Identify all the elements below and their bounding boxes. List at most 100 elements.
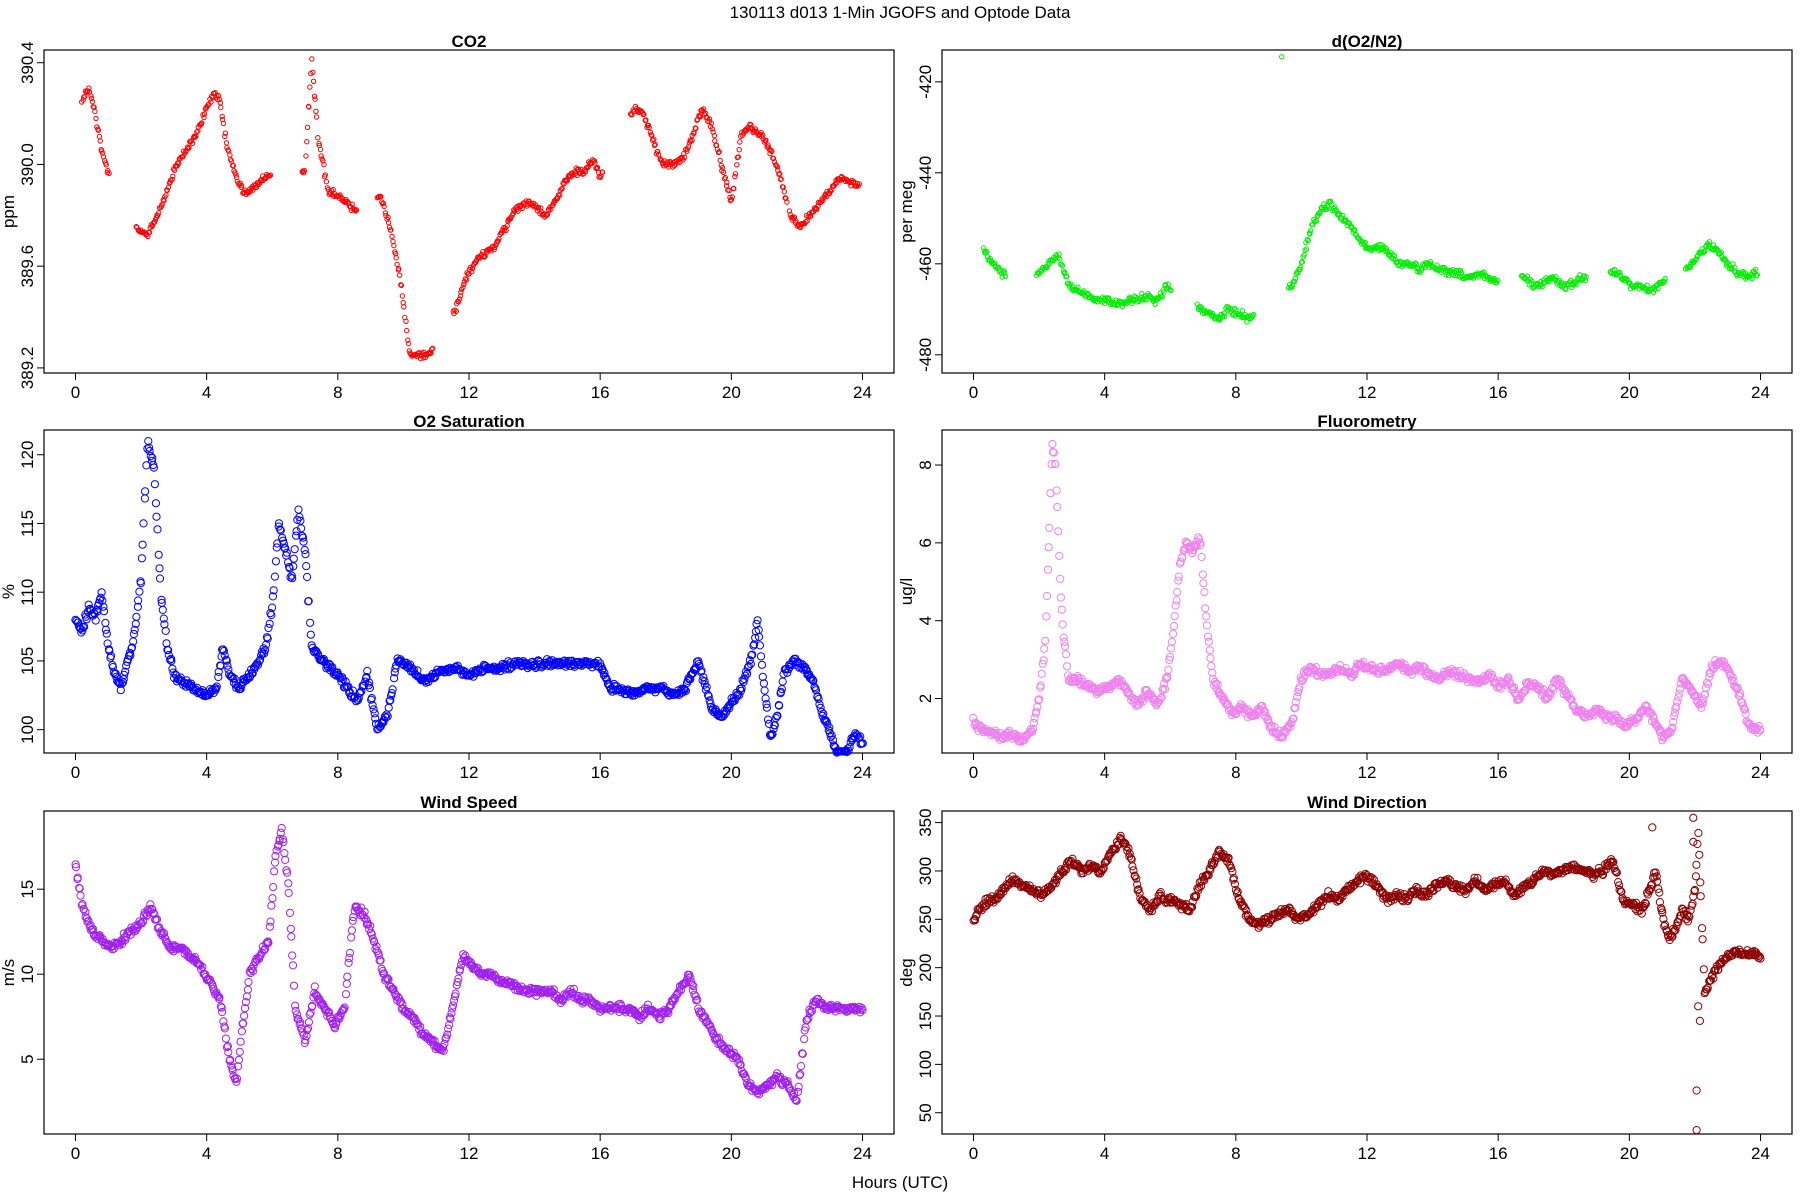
data-point: [753, 616, 762, 625]
data-point: [302, 562, 311, 571]
data-point: [1325, 204, 1331, 210]
data-point: [267, 172, 274, 178]
data-point: [1197, 552, 1206, 562]
data-point: [1749, 275, 1755, 282]
data-point: [1714, 246, 1720, 252]
data-point: [760, 686, 769, 695]
y-tick-label: 4: [916, 616, 935, 625]
data-point: [1164, 665, 1173, 675]
data-point: [784, 665, 793, 674]
data-point: [751, 633, 760, 642]
data-point: [88, 95, 95, 102]
y-tick-label: 115: [18, 510, 37, 537]
data-point: [1377, 241, 1383, 248]
y-tick-label: 390.4: [18, 41, 37, 84]
data-point: [1204, 632, 1213, 641]
data-point: [643, 117, 649, 123]
data-point: [1113, 297, 1119, 303]
x-tick-label: 12: [1358, 383, 1377, 402]
data-point: [681, 686, 691, 696]
data-point: [769, 724, 778, 734]
data-point: [743, 669, 752, 678]
data-point: [987, 255, 993, 262]
data-point: [155, 564, 164, 573]
data-point: [313, 108, 319, 115]
data-point: [1202, 621, 1212, 630]
data-point: [1155, 695, 1164, 705]
x-tick-label: 24: [853, 763, 872, 782]
y-axis-label: ppm: [0, 195, 18, 228]
data-point: [107, 651, 116, 661]
data-point: [726, 187, 732, 194]
data-point: [139, 519, 148, 528]
scatter-points: [969, 439, 1765, 746]
data-point: [399, 293, 406, 299]
data-point: [1207, 662, 1216, 671]
data-point: [155, 574, 165, 583]
panel-title: O2 Saturation: [413, 412, 524, 431]
data-point: [93, 607, 102, 616]
data-point: [1158, 293, 1164, 299]
data-point: [1378, 666, 1387, 675]
x-tick-label: 0: [969, 383, 978, 402]
data-point: [127, 643, 137, 652]
data-point: [775, 701, 784, 710]
data-point: [646, 124, 652, 131]
data-point: [700, 677, 709, 686]
data-point: [89, 608, 98, 617]
scatter-points: [79, 56, 862, 362]
data-point: [312, 648, 321, 657]
data-point: [491, 246, 497, 253]
data-point: [559, 185, 565, 192]
data-point: [777, 170, 783, 177]
data-point: [858, 739, 867, 748]
x-tick-label: 8: [1231, 763, 1240, 782]
data-point: [845, 743, 854, 752]
data-point: [763, 137, 769, 144]
x-tick-label: 12: [460, 1144, 479, 1163]
y-tick-label: -440: [916, 156, 935, 190]
data-point: [515, 208, 521, 214]
x-tick-label: 16: [1489, 383, 1508, 402]
data-point: [594, 164, 601, 171]
data-point: [214, 672, 223, 682]
data-point: [341, 677, 350, 686]
x-tick-label: 8: [333, 763, 342, 782]
data-point: [1201, 604, 1210, 613]
data-point: [132, 612, 141, 621]
data-point: [738, 676, 747, 685]
data-point: [222, 133, 228, 140]
data-point: [519, 205, 525, 212]
data-point: [1662, 275, 1668, 282]
data-point: [99, 602, 108, 611]
data-point: [702, 683, 711, 692]
data-point: [146, 452, 155, 461]
data-point: [1539, 284, 1545, 290]
data-point: [135, 587, 144, 596]
data-point: [186, 144, 192, 151]
data-point: [230, 163, 237, 169]
data-point: [1418, 662, 1428, 671]
data-point: [220, 651, 229, 660]
data-point: [1305, 237, 1311, 244]
data-point: [1212, 684, 1221, 693]
data-point: [371, 714, 380, 723]
data-point: [797, 663, 806, 672]
data-point: [387, 689, 396, 698]
data-point: [453, 308, 459, 314]
data-point: [1196, 540, 1205, 550]
data-point: [1160, 685, 1170, 694]
y-tick-label: 120: [18, 441, 37, 469]
data-point: [149, 463, 158, 472]
data-point: [166, 655, 175, 664]
data-point: [136, 579, 145, 588]
data-point: [300, 545, 309, 555]
data-point: [289, 562, 298, 571]
data-point: [1174, 572, 1183, 581]
data-point: [750, 640, 759, 649]
data-point: [299, 537, 308, 546]
data-point: [1037, 669, 1046, 678]
x-tick-label: 24: [853, 1144, 872, 1163]
data-point: [349, 201, 355, 207]
